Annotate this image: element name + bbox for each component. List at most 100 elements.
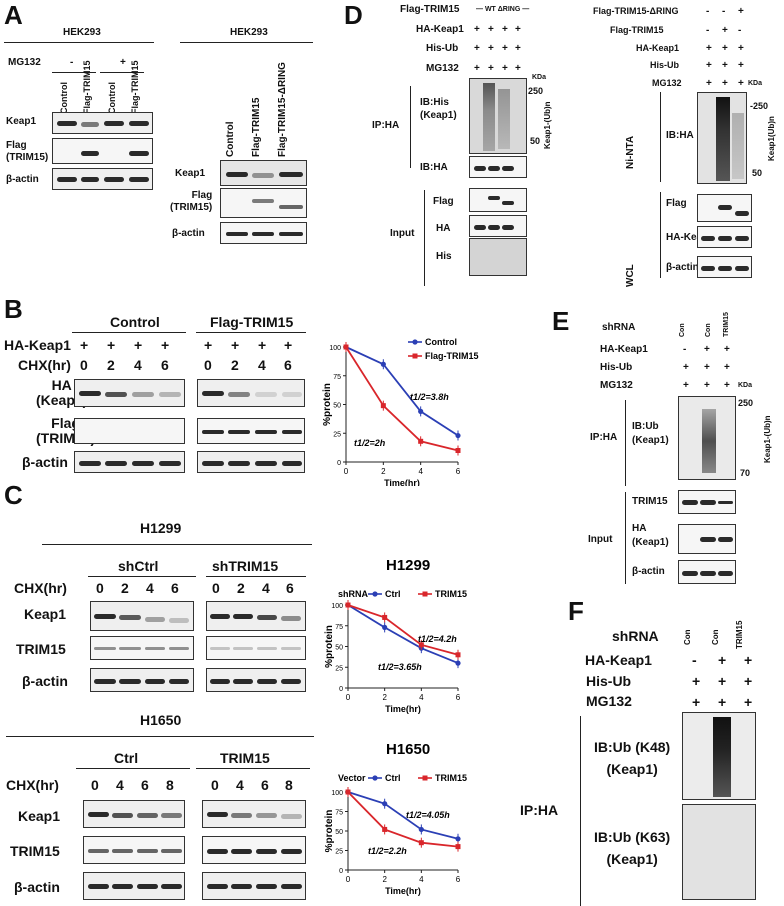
panel-label-f: F xyxy=(568,596,584,626)
d-r-wcl: WCL xyxy=(625,264,636,287)
e-row2-2: + xyxy=(724,380,730,391)
e-blot-ib-ub xyxy=(678,396,736,480)
annotation-1: t1/2=2.2h xyxy=(368,846,407,856)
f-row1-1: + xyxy=(718,673,727,689)
c-blot-actin-ctrl xyxy=(83,872,185,900)
point-1-1 xyxy=(382,614,388,620)
chart-title: H1650 xyxy=(386,741,430,758)
d-r-row1-0: - xyxy=(706,25,710,36)
c1-time-5: 2 xyxy=(237,580,245,596)
a2-lane-3: Flag-TRIM15-ΔRING xyxy=(277,62,288,157)
x-tick-label-1: 2 xyxy=(382,693,387,702)
a-mg132-label: MG132 xyxy=(8,57,41,68)
y-tick-label-3: 75 xyxy=(335,810,343,817)
b-blot-ha-ctrl xyxy=(74,379,185,407)
d-r-row0-0: - xyxy=(706,6,710,17)
point-1-3 xyxy=(455,448,461,453)
d-r-blot-ha xyxy=(697,226,752,248)
a-mg132-minus: - xyxy=(70,57,74,68)
x-tick-label-3: 6 xyxy=(456,693,461,702)
point-0-3 xyxy=(455,836,461,842)
point-0-3 xyxy=(455,660,461,666)
y-tick-label-2: 50 xyxy=(333,403,341,410)
y-tick-label-1: 25 xyxy=(335,849,343,856)
a-blot-actin xyxy=(52,168,153,190)
d-blot-ha xyxy=(469,215,527,237)
d-r-flag-dring: Flag-TRIM15-ΔRING xyxy=(593,6,679,16)
e-ha-keap1: HA-Keap1 xyxy=(600,344,648,355)
d-r-row-ha: HA-Keap1 xyxy=(666,232,714,243)
f-shrna: shRNA xyxy=(612,628,659,644)
b-time-0: 0 xyxy=(80,357,88,373)
e-row1-1: + xyxy=(704,362,710,373)
series-line-0 xyxy=(347,791,459,840)
y-tick-label-0: 0 xyxy=(339,868,343,875)
chart-title: H1299 xyxy=(386,557,430,574)
point-0-1 xyxy=(382,801,388,807)
legend-label-0: Ctrl xyxy=(385,773,401,783)
a-cell-line-1: HEK293 xyxy=(63,27,101,38)
d-r-row2-2: + xyxy=(738,43,744,54)
series-line-0 xyxy=(345,346,459,437)
chart-c-h1299: H1299 0 25 50 75 100 0 2 4 6 Time(hr) %protein shRNA… xyxy=(324,557,467,714)
b-time-6: 4 xyxy=(258,357,266,373)
c-shctrl: shCtrl xyxy=(118,558,159,574)
d-row3-3: + xyxy=(515,63,521,74)
f-ib-k63: IB:Ub (K63) (Keap1) xyxy=(594,829,671,867)
f-mg132: MG132 xyxy=(586,693,632,709)
c2-time-2: 6 xyxy=(141,777,149,793)
a2-row-keap1: Keap1 xyxy=(175,168,206,179)
y-tick-label-3: 75 xyxy=(335,624,343,631)
f-row2-1: + xyxy=(718,694,727,710)
d-ha: HA xyxy=(436,223,451,234)
legend-marker-0 xyxy=(372,591,378,597)
c-row-trim15-2: TRIM15 xyxy=(10,843,60,859)
d-r-his: His-Ub xyxy=(650,60,679,70)
d-r-row-actin: β-actin xyxy=(666,262,699,273)
point-0-1 xyxy=(380,361,386,367)
e-mg132: MG132 xyxy=(600,380,633,391)
e-row-trim15: TRIM15 xyxy=(632,496,668,507)
b-blot-actin-trim xyxy=(197,451,305,473)
b-group-control: Control xyxy=(110,314,160,330)
d-r-ib-ha: IB:HA xyxy=(666,130,694,141)
e-ub-label: Keap1-(Ub)n xyxy=(763,415,772,463)
series-line-0 xyxy=(347,604,459,664)
e-blot-ha xyxy=(678,524,736,554)
d-row2-1: + xyxy=(488,43,494,54)
y-axis-label: %protein xyxy=(322,383,333,426)
c-blot-trim-shctrl xyxy=(90,636,194,660)
a2-lane-1: Control xyxy=(225,121,236,157)
d-row2-2: + xyxy=(502,43,508,54)
panel-label-e: E xyxy=(552,306,570,336)
c-trim: TRIM15 xyxy=(220,750,270,766)
d-r-mg: MG132 xyxy=(652,78,682,88)
y-tick-label-2: 50 xyxy=(335,829,343,836)
d-r-m50: 50 xyxy=(752,168,763,178)
d-m250: 250 xyxy=(528,86,544,96)
d-r-row4-0: + xyxy=(706,78,712,89)
d-r-ha: HA-Keap1 xyxy=(636,43,680,53)
y-tick-label-4: 100 xyxy=(331,790,343,797)
a2-row-actin: β-actin xyxy=(172,228,205,239)
d-mg132: MG132 xyxy=(426,63,459,74)
a-mg132-plus: + xyxy=(120,57,126,68)
c-row-keap1-1: Keap1 xyxy=(24,606,67,622)
d-blot-flag xyxy=(469,188,527,212)
c1-time-6: 4 xyxy=(262,580,270,596)
d-ib-his: IB:His (Keap1) xyxy=(420,97,457,121)
e-his-ub: His-Ub xyxy=(600,362,633,373)
f-row0-1: + xyxy=(718,652,727,668)
b-chx-label: CHX(hr) xyxy=(18,357,71,373)
c-blot-keap1-ctrl xyxy=(83,800,185,828)
e-row-ha: HA (Keap1) xyxy=(632,523,669,548)
legend-label-1: TRIM15 xyxy=(435,773,467,783)
x-tick-label-0: 0 xyxy=(346,875,351,884)
point-1-2 xyxy=(418,642,424,648)
a2-row-flag: Flag (TRIM15) xyxy=(170,190,213,213)
c-row-keap1-2: Keap1 xyxy=(18,808,61,824)
b-plus-5: + xyxy=(231,337,240,353)
d-ha-keap1: HA-Keap1 xyxy=(416,24,464,35)
d-r-row3-1: + xyxy=(722,60,728,71)
d-m50: 50 xyxy=(530,136,541,146)
